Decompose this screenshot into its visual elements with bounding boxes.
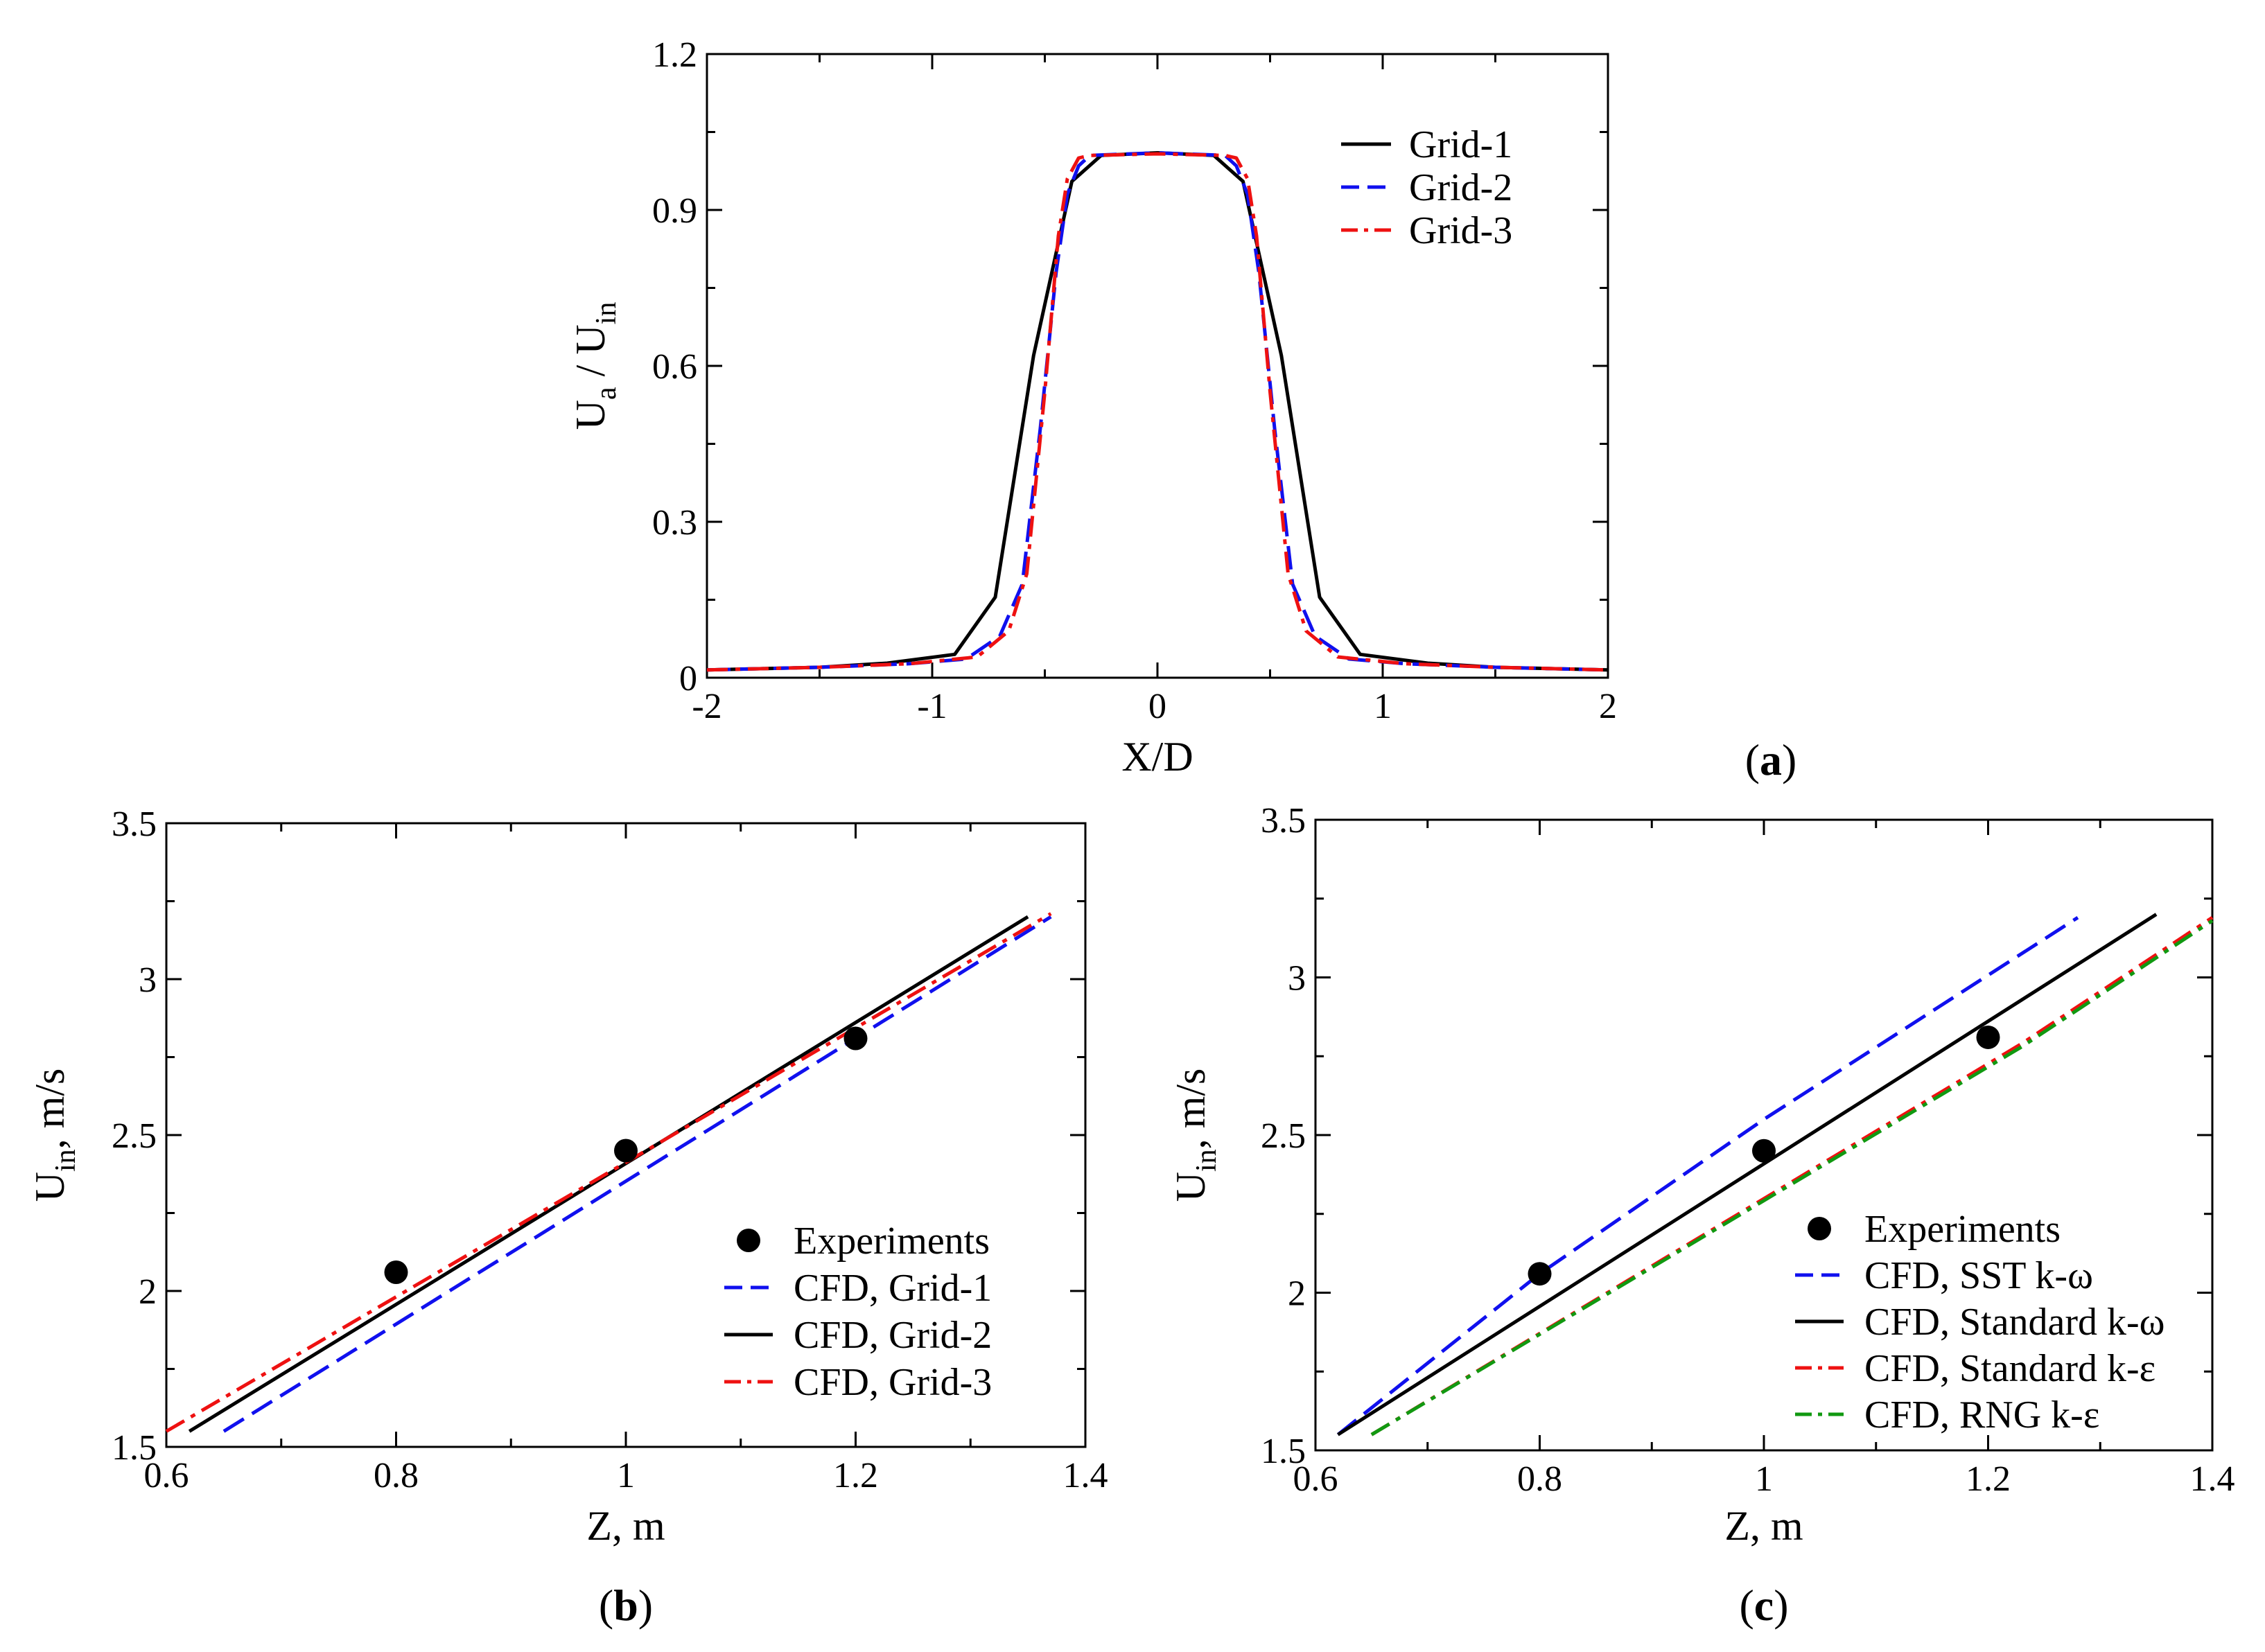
panel-c-series-line-4 (1370, 919, 2214, 1436)
panel-a-x-tick-label: -2 (692, 687, 722, 726)
panel-c-y-tick-label: 3 (1288, 959, 1306, 999)
panel-c-y-label-sub: in (1191, 1149, 1223, 1172)
panel-b-y-tick-label: 3.5 (112, 805, 157, 844)
panel-b-x-tick-label: 0.8 (374, 1456, 419, 1495)
panel-a-y-label-mid: / U (568, 324, 613, 387)
panel-c-y-tick-label: 1.5 (1261, 1432, 1306, 1471)
panel-c-series (1336, 913, 2214, 1436)
panel-c-x-tick-label: 1.4 (2190, 1459, 2235, 1499)
panel-b-y-label-sub: in (50, 1149, 82, 1172)
panel-c-y-tick-label: 2 (1288, 1274, 1306, 1314)
panel-b-chart: 0.6 0.8 1 1.2 1.4 1.5 2 2.5 3 3.5 Z, m Uin, m/s E… (27, 805, 1108, 1630)
panel-a-y-label-main: U (568, 400, 613, 430)
panel-c-x-tick-label: 1 (1755, 1459, 1773, 1499)
panel-b-x-tick-label: 1.2 (833, 1456, 878, 1495)
panel-c-series-line-1 (1336, 915, 2079, 1436)
panel-a-chart: -2 -1 0 1 2 0 0.3 0.6 0.9 1.2 X/D Ua / Uin Grid-1… (568, 35, 1796, 784)
panel-a-label-letter: a (1760, 735, 1782, 784)
panel-b-series-line-1 (222, 915, 1052, 1433)
panel-b-y-label-rest: , m/s (27, 1069, 73, 1150)
panel-b-series-line-3 (165, 912, 1052, 1433)
panel-a-legend-label-1: Grid-1 (1409, 123, 1512, 166)
panel-a-x-axis-label: X/D (1121, 734, 1193, 780)
panel-b-x-tick-label: 1 (617, 1456, 635, 1495)
panel-c-x-tick-label: 1.2 (1966, 1459, 2011, 1499)
panel-b-y-tick-label: 3 (139, 960, 157, 1000)
panel-a-y-axis-label: Ua / Uin (568, 302, 622, 430)
panel-c-experiment-point (1528, 1262, 1552, 1286)
panel-a-ticks: -2 -1 0 1 2 0 0.3 0.6 0.9 1.2 (652, 35, 1617, 726)
panel-c-legend-experiments-label: Experiments (1864, 1208, 2061, 1251)
panel-c-y-label-main: U (1168, 1172, 1214, 1202)
panel-b-label: (b) (599, 1581, 653, 1630)
panel-b-y-tick-label: 2 (139, 1272, 157, 1312)
panel-b-series-line-2 (188, 915, 1029, 1433)
panel-a-legend-label-3: Grid-3 (1409, 209, 1512, 252)
panel-c-chart: 0.6 0.8 1 1.2 1.4 1.5 2 2.5 3 3.5 Z, m Uin, m/s E… (1168, 801, 2235, 1630)
panel-c-y-tick-label: 3.5 (1261, 801, 1306, 841)
panel-c-experiment-point (1752, 1139, 1776, 1163)
panel-a-x-tick-label: 2 (1599, 687, 1617, 726)
panel-b-experiment-point (384, 1260, 408, 1284)
panel-a-x-tick-label: 0 (1148, 687, 1166, 726)
panel-b-y-label-main: U (27, 1172, 73, 1202)
panel-b-y-axis-label: Uin, m/s (27, 1069, 82, 1202)
panel-a-y-label-sub-a: a (591, 387, 622, 400)
panel-a-series-line-3 (706, 152, 1609, 672)
panel-b-label-letter: b (613, 1581, 638, 1630)
panel-b-ticks: 0.6 0.8 1 1.2 1.4 1.5 2 2.5 3 3.5 (112, 805, 1108, 1495)
panel-b-y-tick-label: 1.5 (112, 1428, 157, 1468)
panel-b-legend-label-3: CFD, Grid-3 (794, 1361, 992, 1404)
panel-a-y-tick-label: 0.3 (652, 503, 697, 543)
panel-a-label: (a) (1745, 735, 1797, 784)
panel-a-series-line-2 (706, 151, 1609, 672)
panel-c-x-tick-label: 0.6 (1293, 1459, 1338, 1499)
panel-b-legend-experiments-marker (737, 1229, 760, 1252)
panel-b-experiment-point (843, 1026, 868, 1051)
panel-c-y-axis-label: Uin, m/s (1168, 1069, 1223, 1202)
panel-a-y-tick-label: 1.2 (652, 35, 697, 75)
panel-a-y-tick-label: 0.9 (652, 191, 697, 231)
panel-b-x-axis-label: Z, m (586, 1503, 665, 1549)
panel-c-x-axis-label: Z, m (1724, 1503, 1803, 1549)
panel-c-legend-label-1: CFD, SST k-ω (1864, 1254, 2093, 1297)
panel-c-y-tick-label: 2.5 (1261, 1116, 1306, 1156)
panel-b-experiment-point (614, 1139, 638, 1163)
panel-b-series (165, 912, 1052, 1433)
panel-c-label-letter: c (1754, 1581, 1774, 1630)
panel-c-legend-label-4: CFD, RNG k-ε (1864, 1394, 2099, 1436)
panel-c-label: (c) (1739, 1581, 1788, 1630)
panel-c-legend-label-2: CFD, Standard k-ω (1864, 1301, 2165, 1344)
panel-a-series (706, 151, 1609, 672)
panel-c-experiment-point (1976, 1025, 2000, 1049)
panel-c-series-line-2 (1337, 913, 2158, 1436)
panel-a-x-tick-label: -1 (917, 687, 947, 726)
panel-a-x-tick-label: 1 (1374, 687, 1392, 726)
panel-b-x-tick-label: 1.4 (1063, 1456, 1108, 1495)
panel-c-x-tick-label: 0.8 (1517, 1459, 1562, 1499)
panel-c-y-label-rest: , m/s (1168, 1069, 1214, 1150)
panel-a-legend-label-2: Grid-2 (1409, 166, 1512, 209)
panel-a-y-label-sub-in: in (591, 302, 622, 325)
panel-c-legend-label-3: CFD, Standard k-ε (1864, 1347, 2155, 1390)
panel-b-x-tick-label: 0.6 (144, 1456, 189, 1495)
panel-a-y-tick-label: 0 (679, 659, 697, 698)
panel-a-y-tick-label: 0.6 (652, 347, 697, 387)
panel-b-legend-experiments-label: Experiments (794, 1220, 990, 1263)
panel-b-legend-label-1: CFD, Grid-1 (794, 1267, 992, 1310)
panel-b-y-tick-label: 2.5 (112, 1116, 157, 1156)
panel-c-ticks: 0.6 0.8 1 1.2 1.4 1.5 2 2.5 3 3.5 (1261, 801, 2235, 1499)
panel-b-legend-label-2: CFD, Grid-2 (794, 1314, 992, 1357)
panel-c-legend-experiments-marker (1808, 1217, 1831, 1240)
